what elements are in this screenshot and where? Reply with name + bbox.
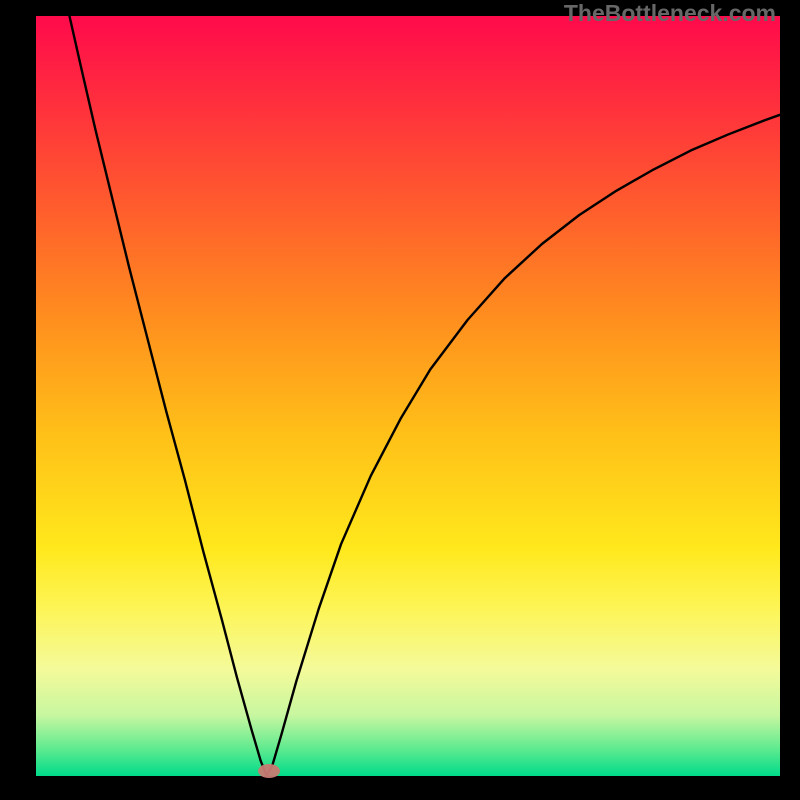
bottleneck-curve: [36, 16, 780, 776]
chart-stage: { "canvas": { "width": 800, "height": 80…: [0, 0, 800, 800]
watermark-text: TheBottleneck.com: [564, 0, 776, 27]
optimum-marker: [258, 764, 280, 778]
plot-area: [36, 16, 780, 776]
